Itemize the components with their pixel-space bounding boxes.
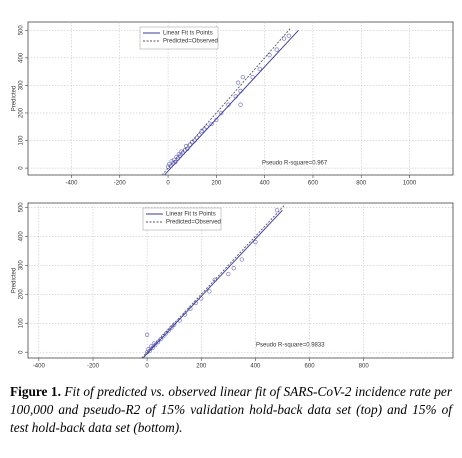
legend-label: Linear Fit ts Points xyxy=(163,31,213,37)
y-axis-label: Predicted xyxy=(12,86,18,111)
point xyxy=(172,322,177,327)
point xyxy=(235,80,241,85)
y-axis-label: Predicted xyxy=(12,268,18,293)
plot-frame xyxy=(27,21,454,176)
point xyxy=(214,117,219,123)
x-tick-label: 600 xyxy=(308,181,319,187)
x-tick-label: -200 xyxy=(114,181,127,187)
y-tick-label: 100 xyxy=(19,135,25,146)
point xyxy=(209,121,214,127)
caption-label: Figure 1. xyxy=(10,384,61,399)
point xyxy=(219,110,224,116)
y-tick-label: 400 xyxy=(19,52,25,63)
caption-text: Fit of predicted vs. observed linear fit… xyxy=(10,384,452,435)
point xyxy=(188,306,193,311)
point xyxy=(250,74,255,80)
legend-label: Linear Fit ts Points xyxy=(166,212,216,218)
x-tick-label: 400 xyxy=(260,181,271,187)
point xyxy=(267,52,272,58)
fit-line xyxy=(164,29,299,175)
y-tick-label: 400 xyxy=(19,231,25,242)
x-tick-label: 0 xyxy=(166,181,170,187)
caption: Figure 1. Fit of predicted vs. observed … xyxy=(10,383,452,437)
x-tick-label: 400 xyxy=(250,364,261,370)
point xyxy=(226,271,231,277)
fit-line xyxy=(161,27,292,175)
y-tick-label: 0 xyxy=(19,166,25,170)
y-tick-label: 300 xyxy=(19,80,25,91)
point xyxy=(182,312,188,317)
annotation: Pseudo R-square=0.967 xyxy=(262,161,328,167)
annotation: Pseudo R-square=0.9833 xyxy=(256,343,325,349)
point xyxy=(274,208,280,213)
y-tick-label: 500 xyxy=(19,25,25,36)
point xyxy=(204,124,209,129)
x-tick-label: -400 xyxy=(65,181,78,187)
y-tick-label: 100 xyxy=(19,318,25,329)
fit-line xyxy=(141,204,286,358)
x-tick-label: 1000 xyxy=(403,181,417,187)
x-tick-label: 800 xyxy=(359,364,370,370)
point xyxy=(231,266,236,271)
point xyxy=(286,33,291,38)
point xyxy=(253,239,258,245)
plot-frame xyxy=(27,202,454,359)
x-tick-label: 600 xyxy=(305,364,316,370)
y-tick-label: 500 xyxy=(19,202,25,213)
legend-label: Predicted=Observed xyxy=(166,220,221,226)
y-tick-label: 200 xyxy=(19,107,25,118)
point xyxy=(193,300,198,306)
legend-box xyxy=(142,207,222,231)
x-tick-label: 200 xyxy=(196,364,207,370)
x-tick-label: 200 xyxy=(211,181,222,187)
point xyxy=(150,345,155,351)
x-tick-label: 800 xyxy=(356,181,367,187)
point xyxy=(177,318,182,323)
point xyxy=(240,74,246,80)
legend-label: Predicted=Observed xyxy=(163,39,218,45)
point xyxy=(281,36,287,41)
point xyxy=(207,289,212,294)
x-tick-label: -200 xyxy=(87,364,100,370)
y-tick-label: 0 xyxy=(19,350,25,354)
point xyxy=(257,66,262,72)
plot-area xyxy=(161,27,299,175)
point xyxy=(144,332,150,337)
x-tick-label: -400 xyxy=(33,364,46,370)
point xyxy=(238,102,243,107)
y-tick-label: 200 xyxy=(19,289,25,300)
y-tick-label: 300 xyxy=(19,260,25,271)
legend-box xyxy=(139,26,219,50)
x-tick-label: 0 xyxy=(145,364,149,370)
figure: -400 -200 0 200 400 600 800 1000010020030040050… xyxy=(12,21,454,370)
point xyxy=(274,47,279,52)
fit-line xyxy=(142,209,283,358)
plot-area xyxy=(141,204,286,358)
point xyxy=(239,257,245,262)
